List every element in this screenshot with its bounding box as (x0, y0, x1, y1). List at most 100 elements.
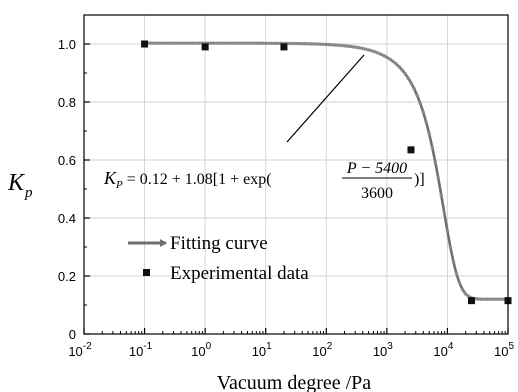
x-tick-label: 105 (494, 341, 514, 359)
fitting-curve-marker (291, 41, 295, 46)
fitting-curve-marker (451, 260, 456, 264)
fitting-curve-marker (173, 41, 177, 45)
fitting-curve-marker (379, 52, 383, 56)
fitting-curve-marker (388, 57, 392, 61)
fitting-curve-marker (306, 42, 310, 46)
fitting-curve-marker (327, 42, 332, 47)
y-tick-label: 0.2 (58, 269, 76, 284)
fitting-curve-marker (333, 43, 338, 47)
fitting-curve-marker (406, 76, 410, 80)
fitting-curve-marker (318, 42, 322, 46)
fitting-curve-marker (370, 49, 374, 53)
equation: KP = 0.12 + 1.08[1 + exp( P − 5400 3600 … (103, 160, 425, 202)
fitting-curve-marker (351, 45, 356, 49)
fitting-curve-marker (191, 41, 195, 45)
fitting-curve-marker (221, 41, 226, 45)
fitting-curve-marker (154, 41, 159, 45)
fitting-curve-marker (164, 41, 168, 45)
legend-item-fitting-curve: Fitting curve (128, 233, 268, 254)
fitting-curve-marker (297, 41, 301, 46)
fitting-curve-marker (360, 46, 365, 51)
y-axis-title: Kp (7, 170, 33, 201)
svg-text:KP = 0.12 + 1.08[1 + exp(: KP = 0.12 + 1.08[1 + exp( (103, 168, 272, 191)
fitting-curve-marker (391, 59, 395, 64)
fitting-curve-marker (239, 41, 244, 45)
svg-text:Experimental data: Experimental data (170, 263, 309, 284)
fitting-curve-marker (267, 41, 271, 45)
svg-text:Fitting curve: Fitting curve (170, 233, 268, 254)
x-axis-ticks: 10-2 10-1 100 101 102 103 104 105 (68, 328, 514, 359)
fitting-curve-marker (251, 41, 256, 45)
fitting-curve-marker (354, 45, 359, 50)
fitting-curve-marker (485, 297, 489, 301)
fitting-curve-marker (421, 110, 425, 114)
fitting-curve-marker (482, 297, 486, 301)
fitting-curve-marker (479, 297, 483, 301)
fitting-curve-marker (488, 297, 492, 301)
fitting-curve-marker (170, 41, 174, 45)
y-tick-label: 0.6 (58, 153, 76, 168)
x-tick-label: 100 (191, 341, 211, 359)
legend: Fitting curve Experimental data (128, 233, 309, 284)
fitting-curve-marker (324, 42, 328, 47)
fitting-curve-marker (412, 87, 416, 91)
fitting-curve-marker (433, 160, 438, 164)
fitting-curve-marker (315, 42, 319, 46)
fitting-curve-marker (197, 41, 201, 45)
fitting-curve-marker (454, 272, 459, 276)
fitting-curve-marker (176, 41, 180, 45)
fitting-curve-marker (400, 68, 404, 72)
y-tick-label: 0 (69, 327, 76, 342)
fitting-curve-marker (457, 281, 462, 285)
fitting-curve-marker (373, 50, 377, 54)
fitting-curve-marker (339, 43, 344, 48)
x-tick-label: 103 (373, 341, 393, 359)
x-axis-title: Vacuum degree /Pa (217, 372, 372, 392)
equation-numerator: P − 5400 (346, 160, 407, 177)
fitting-curve-marker (409, 81, 413, 85)
fitting-curve-marker (227, 41, 232, 45)
fitting-curve-marker (224, 41, 229, 45)
equation-suffix: )] (414, 171, 425, 188)
fitting-curve-marker (158, 41, 162, 45)
fitting-curve-marker (179, 41, 183, 45)
fitting-curve-marker (248, 41, 253, 45)
fitting-curve-marker (366, 48, 371, 52)
fitting-curve-marker (394, 62, 398, 66)
fitting-curve-marker (342, 44, 347, 48)
fitting-curve-marker (182, 41, 186, 45)
fitting-curve-marker (345, 44, 350, 48)
x-tick-label: 10-1 (129, 341, 153, 359)
fitting-curve-marker (415, 93, 419, 98)
fitting-curve-marker (209, 41, 213, 45)
equation-denominator: 3600 (361, 185, 393, 202)
fitting-curve-marker (439, 194, 444, 198)
fitting-curve-marker (303, 42, 307, 46)
fitting-curve-marker (427, 132, 431, 136)
fitting-curve-marker (336, 43, 341, 47)
fitting-curve-marker (348, 44, 353, 49)
fitting-curve-marker (494, 297, 498, 301)
fitting-curve-marker (245, 41, 250, 45)
fitting-curve-marker (254, 41, 259, 45)
fitting-curve-marker (436, 176, 441, 181)
legend-arrow-marker (160, 239, 167, 247)
experimental-data-point (201, 43, 209, 51)
fitting-curve-marker (363, 47, 368, 51)
fitting-curve-marker (497, 297, 501, 301)
fitting-curve-marker (424, 120, 428, 125)
fitting-curve-marker (312, 42, 316, 46)
experimental-data-point (141, 40, 149, 48)
fitting-curve-marker (161, 41, 165, 45)
fitting-curve-marker (185, 41, 189, 45)
fitting-curve-marker (188, 41, 192, 45)
fitting-curve-marker (397, 64, 401, 69)
fitting-curve-marker (445, 229, 450, 233)
fitting-curve-marker (151, 41, 156, 45)
experimental-data-point (280, 43, 288, 51)
fitting-curve-marker (385, 55, 389, 59)
fitting-curve-marker (233, 41, 238, 45)
fitting-curve-marker (276, 41, 280, 46)
fitting-curve-marker (294, 41, 298, 46)
legend-square-marker (143, 269, 150, 276)
